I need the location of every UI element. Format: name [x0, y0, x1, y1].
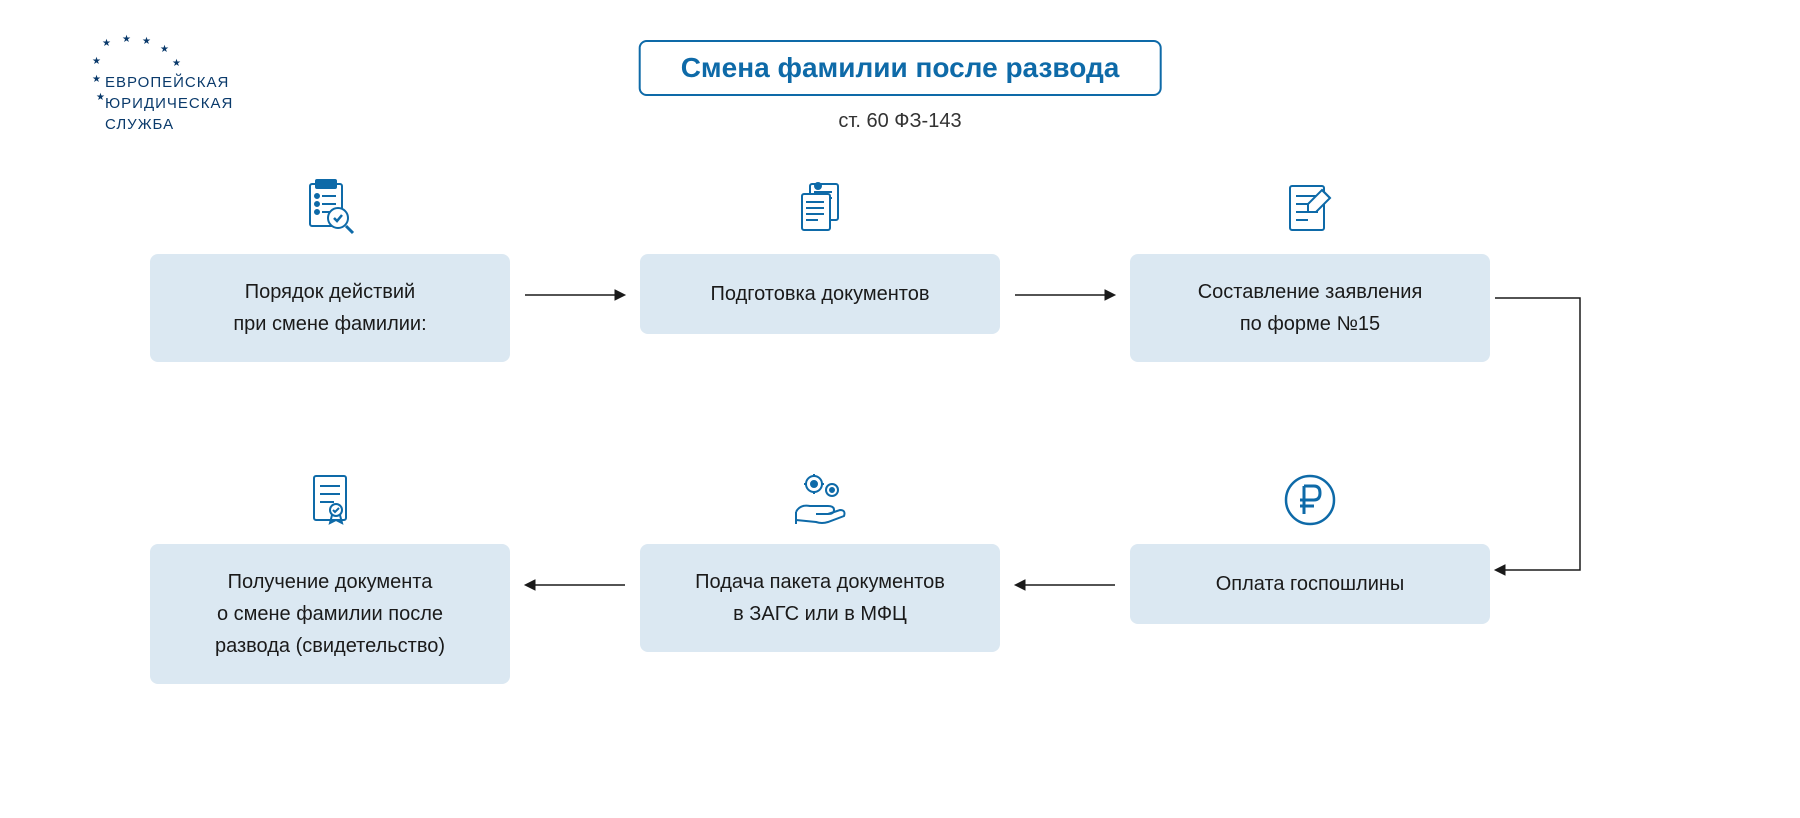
hand-gears-icon	[640, 460, 1000, 532]
flow-node-step3: Составление заявленияпо форме №15	[1130, 170, 1490, 362]
flow-node-label: Порядок действийпри смене фамилии:	[150, 254, 510, 362]
write-document-icon	[1130, 170, 1490, 242]
page-subtitle: ст. 60 ФЗ-143	[838, 110, 961, 133]
checklist-search-icon	[150, 170, 510, 242]
logo-line2: ЮРИДИЧЕСКАЯ	[105, 93, 233, 114]
flow-node-step1: Порядок действийпри смене фамилии:	[150, 170, 510, 362]
arrow-left-icon	[520, 575, 630, 595]
flow-node-label: Получение документао смене фамилии после…	[150, 544, 510, 684]
ruble-coin-icon	[1130, 460, 1490, 532]
flow-node-step4: Оплата госпошлины	[1130, 460, 1490, 624]
flow-node-step5: Подача пакета документовв ЗАГС или в МФЦ	[640, 460, 1000, 652]
flow-node-label: Оплата госпошлины	[1130, 544, 1490, 624]
flow-node-label: Подача пакета документовв ЗАГС или в МФЦ	[640, 544, 1000, 652]
company-logo: ★ ★ ★ ★ ★ ★ ★ ★ ЕВРОПЕЙСКАЯ ЮРИДИЧЕСКАЯ …	[50, 30, 233, 135]
arrow-down-right-icon	[1490, 290, 1610, 590]
certificate-icon	[150, 460, 510, 532]
logo-stars: ★ ★ ★ ★ ★ ★ ★ ★	[50, 30, 190, 80]
page-title: Смена фамилии после развода	[639, 40, 1162, 96]
flow-node-label: Подготовка документов	[640, 254, 1000, 334]
arrow-right-icon	[1010, 285, 1120, 305]
flow-node-step6: Получение документао смене фамилии после…	[150, 460, 510, 684]
flow-node-step2: Подготовка документов	[640, 170, 1000, 334]
logo-line3: СЛУЖБА	[105, 114, 233, 135]
logo-text: ЕВРОПЕЙСКАЯ ЮРИДИЧЕСКАЯ СЛУЖБА	[105, 72, 233, 135]
arrow-left-icon	[1010, 575, 1120, 595]
arrow-right-icon	[520, 285, 630, 305]
flow-node-label: Составление заявленияпо форме №15	[1130, 254, 1490, 362]
documents-stack-icon	[640, 170, 1000, 242]
